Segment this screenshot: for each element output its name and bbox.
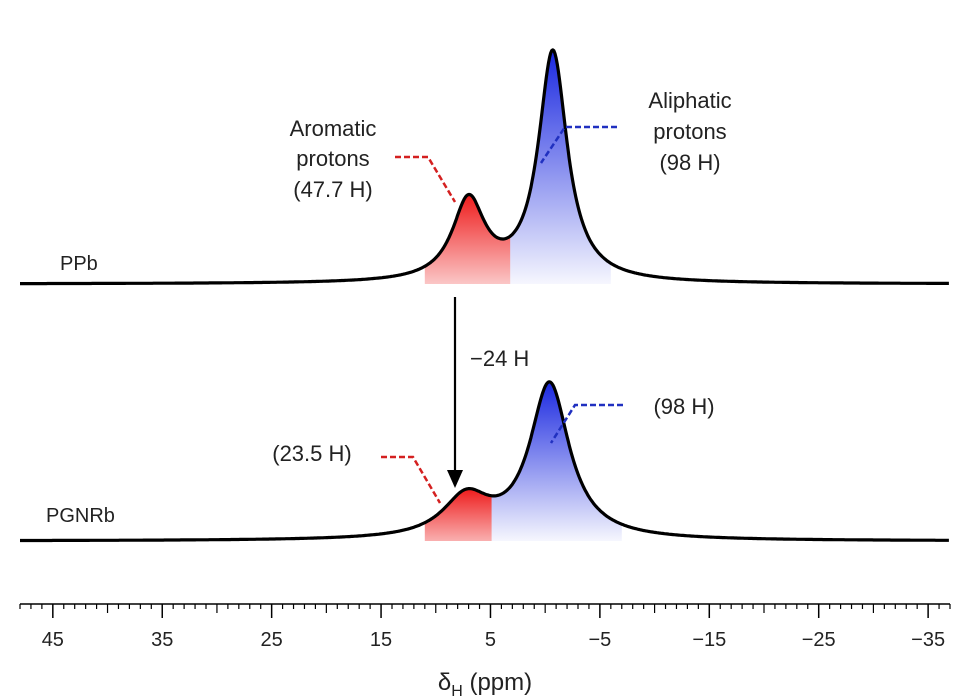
aromatic-bottom-label: (23.5 H): [272, 441, 351, 466]
arrow-label: −24 H: [470, 346, 529, 371]
tick-label: −5: [588, 629, 611, 651]
x-axis-major-ticks: [52, 604, 929, 618]
x-axis: 45 35 25 15 5 −5 −15 −25 −35 δH (ppm): [19, 603, 951, 700]
aromatic-top-leader: [395, 155, 457, 203]
aromatic-top-line-1: Aromatic: [290, 116, 377, 141]
aliphatic-bottom-label: (98 H): [653, 394, 714, 419]
x-axis-label-main: δ: [438, 669, 451, 696]
aliphatic-top-line-1: Aliphatic: [648, 88, 731, 113]
arrow-head: [447, 470, 463, 488]
tick-label: 25: [261, 629, 283, 651]
tick-label: 15: [370, 629, 392, 651]
tick-label: −15: [692, 629, 726, 651]
aromatic-top-line-3: (47.7 H): [293, 177, 372, 202]
x-axis-label: δH (ppm): [438, 669, 532, 700]
x-axis-tick-labels: 45 35 25 15 5 −5 −15 −25 −35: [42, 629, 945, 651]
annotation-aromatic-bottom: (23.5 H): [272, 441, 442, 504]
ppb-spectrum-line: [19, 48, 950, 286]
x-axis-label-sub: H: [451, 683, 463, 700]
tick-label: 5: [485, 629, 496, 651]
aromatic-top-line-2: protons: [296, 146, 369, 171]
aliphatic-bottom-leader: [549, 403, 623, 444]
tick-label: −25: [802, 629, 836, 651]
annotation-aromatic-top: Aromatic protons (47.7 H): [290, 116, 457, 203]
aliphatic-top-line-2: protons: [653, 119, 726, 144]
pgnrb-aromatic-fill: [424, 488, 492, 541]
series-pgnrb: PGNRb: [19, 380, 950, 543]
ppb-series-label: PPb: [60, 253, 98, 275]
x-axis-minor-ticks: [19, 604, 951, 613]
aliphatic-top-line-3: (98 H): [659, 150, 720, 175]
tick-label: 35: [151, 629, 173, 651]
tick-label: −35: [911, 629, 945, 651]
annotation-aliphatic-top: Aliphatic protons (98 H): [539, 88, 732, 175]
ppb-aromatic-fill: [424, 194, 511, 284]
pgnrb-series-label: PGNRb: [46, 505, 115, 527]
pgnrb-aliphatic-fill: [491, 381, 622, 541]
ppb-aliphatic-fill: [510, 49, 611, 285]
aromatic-bottom-leader: [381, 455, 442, 504]
series-ppb: PPb: [19, 48, 950, 286]
annotation-aliphatic-bottom: (98 H): [549, 394, 715, 444]
change-arrow: −24 H: [447, 297, 529, 488]
x-axis-label-rest: (ppm): [463, 669, 532, 696]
tick-label: 45: [42, 629, 64, 651]
pgnrb-spectrum-line: [19, 380, 950, 543]
